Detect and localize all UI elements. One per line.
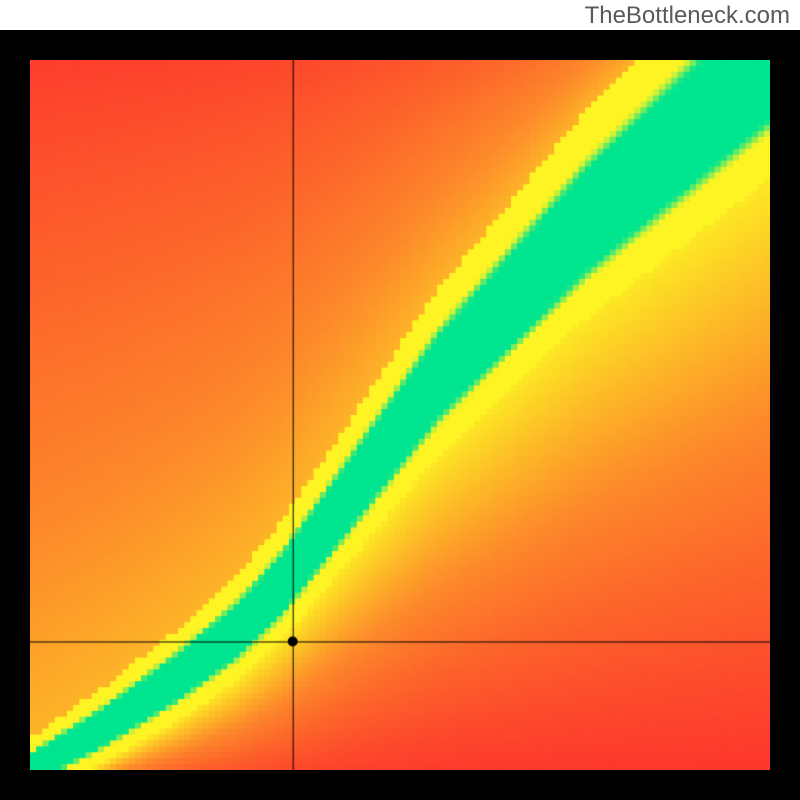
chart-frame	[0, 30, 800, 800]
watermark-text: TheBottleneck.com	[585, 2, 790, 30]
